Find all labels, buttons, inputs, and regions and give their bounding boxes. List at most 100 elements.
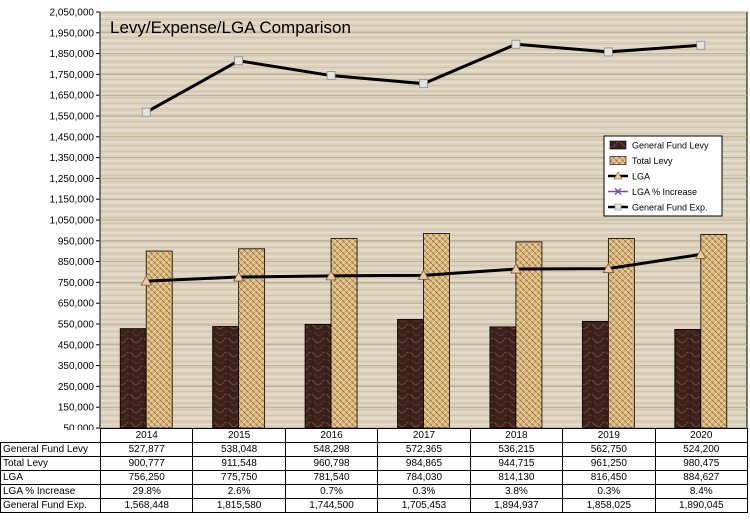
legend-swatch-general-fund-levy <box>609 140 627 150</box>
y-tick-label: 1,650,000 <box>50 91 95 102</box>
table-row-label: Total Levy <box>0 456 101 471</box>
table-cell: 0.3% <box>562 484 656 499</box>
point-general-fund-exp- <box>141 107 151 117</box>
legend-label: LGA <box>632 172 650 182</box>
table-row: General Fund Exp. 1,568,448 1,815,580 1,744… <box>0 498 749 513</box>
table-cell: 980,475 <box>654 456 749 471</box>
table-cell: 0.7% <box>284 484 379 499</box>
y-tick-label: 1,550,000 <box>50 112 95 123</box>
bar-general-fund-levy <box>674 328 702 429</box>
table-cell: 911,548 <box>192 456 286 471</box>
table-cell: 1,890,045 <box>654 498 749 513</box>
table-cell: 814,130 <box>469 470 564 485</box>
y-tick-label: 1,950,000 <box>50 28 95 39</box>
point-lga <box>140 275 152 286</box>
table-cell: 884,627 <box>654 470 749 485</box>
bar-total-levy <box>423 233 450 429</box>
table-cell: 536,215 <box>469 442 564 457</box>
y-tick-label: 2,050,000 <box>50 8 95 19</box>
table-cell: 562,750 <box>562 442 656 457</box>
table-cell: 548,298 <box>284 442 379 457</box>
table-cell: 527,877 <box>99 442 194 457</box>
table-cell: 756,250 <box>99 470 194 485</box>
legend-label: General Fund Exp. <box>632 203 708 213</box>
point-lga <box>510 263 522 274</box>
table-cell: 8.4% <box>654 484 749 499</box>
table-column-header: 2015 <box>192 428 286 443</box>
table-cell: 1,568,448 <box>99 498 194 513</box>
y-tick-label: 1,250,000 <box>50 174 95 185</box>
table-corner <box>0 428 101 443</box>
table-cell: 775,750 <box>192 470 286 485</box>
table-row-label: General Fund Exp. <box>0 498 101 513</box>
y-tick-label: 1,150,000 <box>50 195 95 206</box>
point-lga <box>417 269 430 280</box>
table-row-label: LGA % Increase <box>0 484 101 499</box>
table-cell: 1,705,453 <box>377 498 471 513</box>
y-tick-label: 250,000 <box>58 382 95 393</box>
bar-general-fund-levy <box>304 323 332 429</box>
legend-label: Total Levy <box>632 156 673 166</box>
table-cell: 1,894,937 <box>469 498 564 513</box>
point-lga <box>695 248 707 259</box>
point-general-fund-exp- <box>603 47 613 57</box>
point-general-fund-exp- <box>696 40 706 50</box>
table-column-header: 2020 <box>654 428 749 443</box>
table-cell: 961,250 <box>562 456 656 471</box>
legend-marker-lga-increase <box>614 187 622 196</box>
table-cell: 984,865 <box>377 456 471 471</box>
y-axis-ticks: 2,050,000 1,950,000 1,850,000 1,750,000 1,65… <box>50 8 100 435</box>
legend-marker-general-fund-exp- <box>614 203 622 211</box>
point-general-fund-exp- <box>326 71 336 80</box>
table-column-header: 2014 <box>99 428 194 443</box>
bars <box>119 233 728 429</box>
table-cell: 29.8% <box>99 484 194 499</box>
y-tick-label: 450,000 <box>58 340 95 351</box>
table-cell: 784,030 <box>377 470 471 485</box>
table-cell: 781,540 <box>284 470 379 485</box>
y-tick-label: 750,000 <box>58 278 95 289</box>
legend-label: General Fund Levy <box>632 141 709 151</box>
legend-swatch-total-levy <box>609 156 627 165</box>
point-general-fund-exp- <box>419 79 428 89</box>
bar-total-levy <box>700 234 728 429</box>
table-column-header: 2018 <box>469 428 564 443</box>
table-cell: 900,777 <box>99 456 194 471</box>
y-tick-label: 950,000 <box>58 236 95 247</box>
table-cell: 944,715 <box>469 456 564 471</box>
table-row-label: LGA <box>0 470 101 485</box>
table-row: LGA % Increase 29.8% 2.6% 0.7% 0.3% 3.8% 0.3% 8… <box>0 484 749 499</box>
y-tick-label: 1,750,000 <box>50 70 95 81</box>
bar-total-levy <box>330 238 358 429</box>
y-tick-label: 1,850,000 <box>50 49 95 60</box>
table-cell: 0.3% <box>377 484 471 499</box>
legend-label: LGA % Increase <box>632 187 697 197</box>
table-cell: 2.6% <box>192 484 286 499</box>
series-lines <box>140 39 707 286</box>
point-lga <box>602 262 615 273</box>
y-tick-label: 1,450,000 <box>50 132 95 143</box>
point-general-fund-exp- <box>234 56 244 66</box>
table-row-label: General Fund Levy <box>0 442 101 457</box>
table-cell: 816,450 <box>562 470 656 485</box>
y-tick-label: 1,050,000 <box>50 216 95 227</box>
table-column-header: 2016 <box>284 428 379 443</box>
table-header-row: 2014 2015 2016 2017 2018 2019 2020 <box>0 428 749 443</box>
y-tick-label: 350,000 <box>58 361 95 372</box>
table-row: General Fund Levy 527,877 538,048 548,298 57… <box>0 442 749 457</box>
point-lga <box>232 271 245 282</box>
y-tick-label: 150,000 <box>58 403 95 414</box>
table-cell: 1,858,025 <box>562 498 656 513</box>
table-cell: 3.8% <box>469 484 564 499</box>
table-row: Total Levy 900,777 911,548 960,798 984,865 94… <box>0 456 749 471</box>
table-cell: 960,798 <box>284 456 379 471</box>
bar-general-fund-levy <box>212 326 240 429</box>
bar-total-levy <box>145 250 173 429</box>
legend-marker-lga <box>613 171 623 180</box>
y-tick-label: 1,350,000 <box>50 153 95 164</box>
point-general-fund-exp- <box>511 39 521 49</box>
bar-general-fund-levy <box>581 320 609 429</box>
table-column-header: 2019 <box>562 428 656 443</box>
y-tick-label: 650,000 <box>58 299 95 310</box>
chart-canvas: 2,050,000 1,950,000 1,850,000 1,750,000 1,65… <box>50 8 748 435</box>
